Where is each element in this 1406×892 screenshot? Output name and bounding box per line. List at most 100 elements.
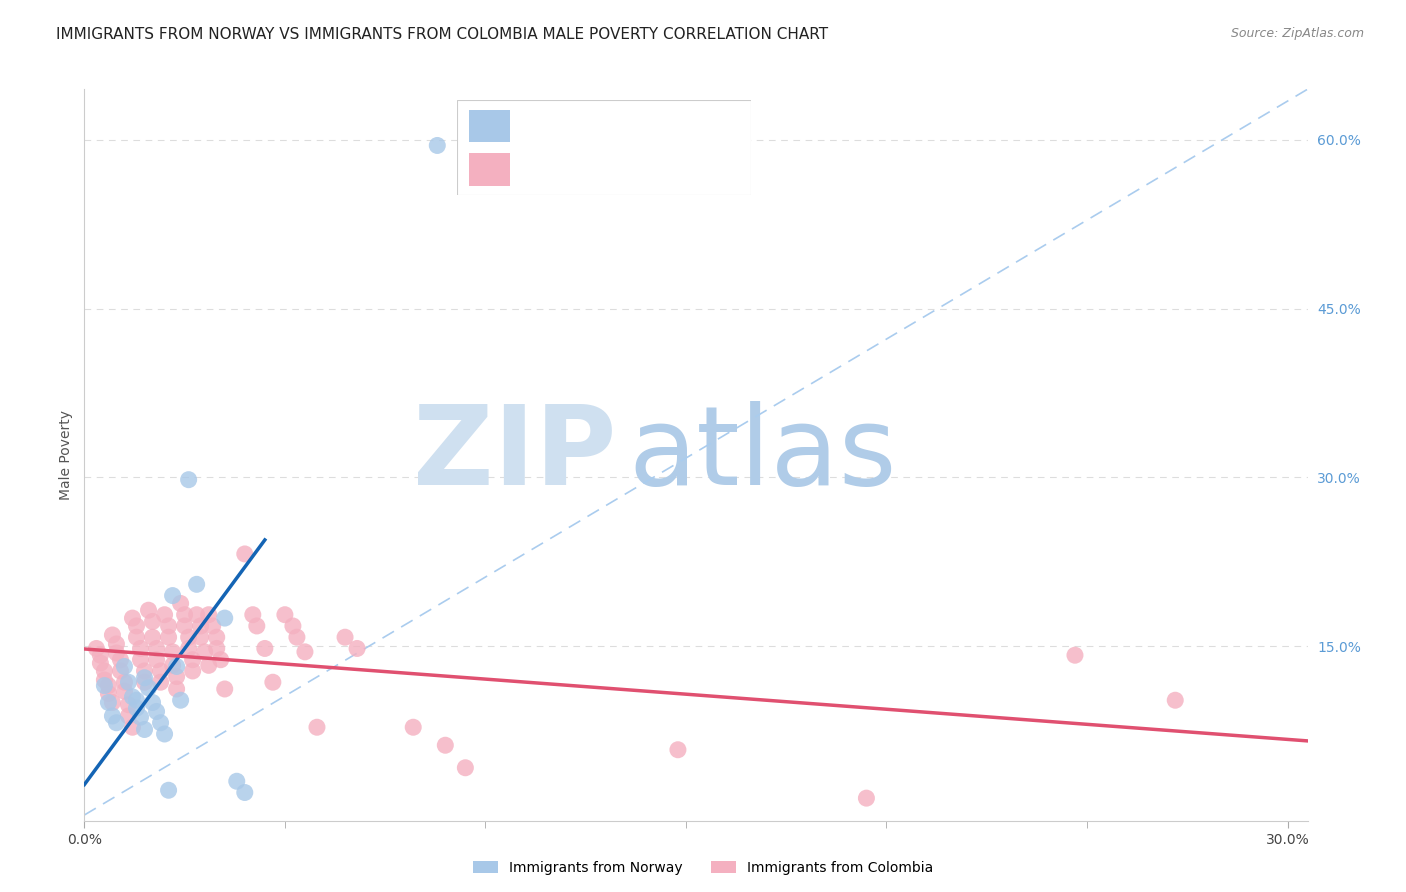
- Point: [121, 720, 143, 734]
- Point: [125, 630, 148, 644]
- Point: [426, 138, 449, 153]
- Point: [253, 641, 276, 656]
- Point: [134, 723, 156, 737]
- Point: [162, 658, 184, 673]
- Point: [186, 607, 208, 622]
- Y-axis label: Male Poverty: Male Poverty: [59, 410, 73, 500]
- Point: [134, 671, 156, 685]
- Point: [101, 696, 124, 710]
- Legend: Immigrants from Norway, Immigrants from Colombia: Immigrants from Norway, Immigrants from …: [468, 855, 938, 880]
- Point: [855, 791, 877, 805]
- Point: [162, 589, 184, 603]
- Point: [177, 630, 200, 644]
- Text: ZIP: ZIP: [413, 401, 616, 508]
- Point: [105, 646, 128, 660]
- Point: [173, 607, 195, 622]
- Point: [274, 607, 297, 622]
- Point: [209, 653, 232, 667]
- Point: [110, 653, 132, 667]
- Point: [97, 696, 120, 710]
- Point: [434, 738, 457, 752]
- Point: [181, 653, 204, 667]
- Point: [190, 630, 212, 644]
- Point: [201, 619, 224, 633]
- Point: [138, 603, 160, 617]
- Point: [157, 630, 180, 644]
- Point: [246, 619, 269, 633]
- Point: [162, 645, 184, 659]
- Point: [149, 715, 172, 730]
- Point: [125, 693, 148, 707]
- Point: [454, 761, 477, 775]
- Point: [294, 645, 316, 659]
- Text: atlas: atlas: [628, 401, 897, 508]
- Point: [145, 641, 167, 656]
- Point: [173, 619, 195, 633]
- Point: [138, 681, 160, 695]
- Point: [402, 720, 425, 734]
- Point: [97, 686, 120, 700]
- Point: [105, 715, 128, 730]
- Point: [101, 709, 124, 723]
- Point: [166, 670, 188, 684]
- Point: [117, 709, 139, 723]
- Point: [114, 684, 136, 698]
- Point: [141, 615, 163, 629]
- Point: [186, 577, 208, 591]
- Point: [134, 675, 156, 690]
- Point: [177, 473, 200, 487]
- Point: [262, 675, 284, 690]
- Point: [93, 664, 115, 678]
- Text: Source: ZipAtlas.com: Source: ZipAtlas.com: [1230, 27, 1364, 40]
- Point: [93, 679, 115, 693]
- Point: [117, 675, 139, 690]
- Point: [225, 774, 247, 789]
- Point: [157, 619, 180, 633]
- Point: [166, 659, 188, 673]
- Point: [141, 630, 163, 644]
- Point: [114, 659, 136, 673]
- Point: [121, 690, 143, 704]
- Point: [157, 783, 180, 797]
- Point: [305, 720, 328, 734]
- Point: [214, 611, 236, 625]
- Point: [110, 664, 132, 678]
- Point: [121, 611, 143, 625]
- Text: IMMIGRANTS FROM NORWAY VS IMMIGRANTS FROM COLOMBIA MALE POVERTY CORRELATION CHAR: IMMIGRANTS FROM NORWAY VS IMMIGRANTS FRO…: [56, 27, 828, 42]
- Point: [666, 743, 689, 757]
- Point: [233, 785, 256, 799]
- Point: [89, 648, 111, 663]
- Point: [89, 656, 111, 670]
- Point: [197, 607, 219, 622]
- Point: [129, 653, 152, 667]
- Point: [177, 641, 200, 656]
- Point: [105, 637, 128, 651]
- Point: [194, 645, 217, 659]
- Point: [153, 727, 176, 741]
- Point: [346, 641, 368, 656]
- Point: [86, 641, 108, 656]
- Point: [169, 693, 191, 707]
- Point: [93, 673, 115, 687]
- Point: [134, 664, 156, 678]
- Point: [125, 619, 148, 633]
- Point: [114, 675, 136, 690]
- Point: [97, 679, 120, 693]
- Point: [1064, 648, 1087, 663]
- Point: [101, 628, 124, 642]
- Point: [149, 675, 172, 690]
- Point: [166, 681, 188, 696]
- Point: [129, 641, 152, 656]
- Point: [145, 705, 167, 719]
- Point: [197, 658, 219, 673]
- Point: [242, 607, 264, 622]
- Point: [129, 710, 152, 724]
- Point: [169, 597, 191, 611]
- Point: [205, 641, 228, 656]
- Point: [190, 619, 212, 633]
- Point: [285, 630, 308, 644]
- Point: [149, 664, 172, 678]
- Point: [214, 681, 236, 696]
- Point: [181, 664, 204, 678]
- Point: [233, 547, 256, 561]
